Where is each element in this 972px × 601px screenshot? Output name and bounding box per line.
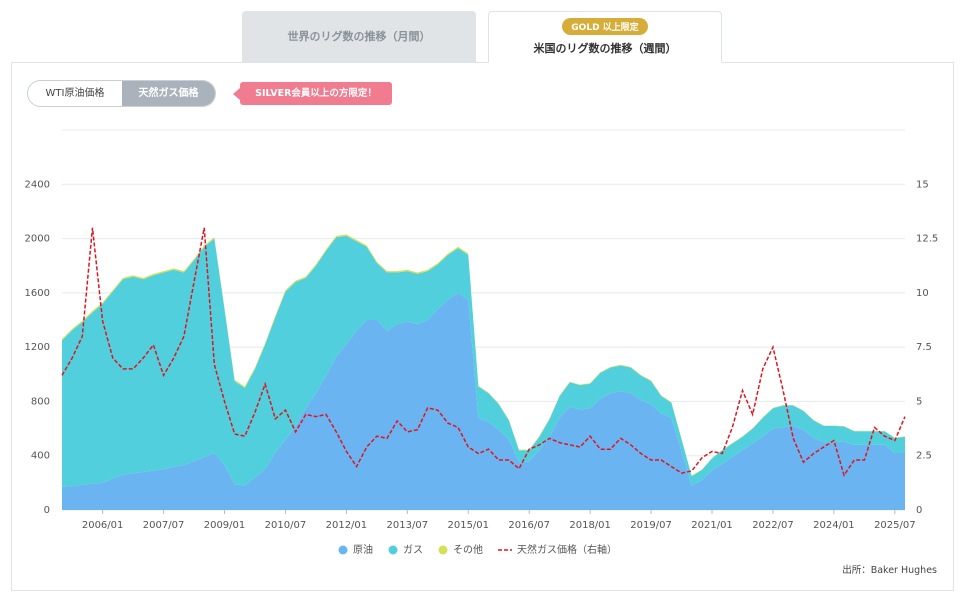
- x-tick-label: 2019/07: [630, 520, 672, 531]
- y-tick-label: 1200: [25, 342, 50, 353]
- tab-label: 米国のリグ数の推移（週間）: [533, 42, 677, 55]
- line: [61, 227, 906, 478]
- x-tick-label: 2015/01: [447, 520, 489, 531]
- x-tick-label: 2006/01: [82, 520, 124, 531]
- tab-world[interactable]: 世界のリグ数の推移（月間）: [242, 11, 476, 63]
- x-tick-label: 2018/01: [569, 520, 611, 531]
- y-tick-label: 2400: [25, 179, 50, 190]
- legend-label: ガス: [403, 544, 423, 556]
- legend-label: その他: [453, 543, 483, 556]
- y-tick-label: 2000: [25, 234, 50, 245]
- y-tick-label: 0: [44, 505, 50, 516]
- toggle: WTI原油価格 天然ガス価格: [27, 80, 216, 107]
- x-tick-label: 2022/07: [752, 520, 794, 531]
- notice-arrow: [233, 88, 240, 100]
- panel: [11, 62, 954, 591]
- tab-us[interactable]: GOLD 以上限定 米国のリグ数の推移（週間）: [488, 11, 722, 63]
- x-tick-label: 2007/07: [143, 520, 185, 531]
- y2-tick-label: 2.5: [916, 451, 932, 462]
- x-tick-label: 2009/01: [204, 520, 246, 531]
- y2-tick-label: 7.5: [916, 342, 932, 353]
- y2-tick-label: 5: [916, 396, 922, 407]
- badge: GOLD 以上限定: [562, 18, 648, 35]
- y-tick-label: 1600: [25, 288, 50, 299]
- x-tick-label: 2012/01: [326, 520, 368, 531]
- legend-label: 天然ガス価格（右軸）: [517, 543, 617, 556]
- legend-swatch: [338, 545, 348, 555]
- legend-label: 原油: [353, 543, 373, 556]
- x-tick-label: 2010/07: [265, 520, 307, 531]
- y-tick-label: 800: [31, 396, 50, 407]
- x-tick-label: 2016/07: [508, 520, 550, 531]
- y2-tick-label: 12.5: [916, 234, 938, 245]
- area: [62, 235, 905, 487]
- y2-tick-label: 10: [916, 288, 929, 299]
- y2-tick-label: 0: [916, 505, 922, 516]
- x-tick-label: 2024/01: [813, 520, 855, 531]
- notice: SILVER会員以上の方限定！: [240, 82, 392, 105]
- area: [62, 292, 905, 510]
- btn-gas[interactable]: 天然ガス価格: [122, 81, 215, 106]
- y-tick-label: 400: [31, 451, 50, 462]
- x-tick-label: 2013/07: [387, 520, 429, 531]
- x-tick-label: 2025/07: [874, 520, 916, 531]
- legend-swatch: [388, 545, 398, 555]
- legend-swatch: [438, 545, 448, 555]
- source: 出所：Baker Hughes: [842, 565, 937, 576]
- x-tick-label: 2021/01: [691, 520, 733, 531]
- y2-tick-label: 15: [916, 179, 929, 190]
- btn-wti[interactable]: WTI原油価格: [45, 88, 105, 99]
- tab-label: 世界のリグ数の推移（月間）: [287, 30, 431, 43]
